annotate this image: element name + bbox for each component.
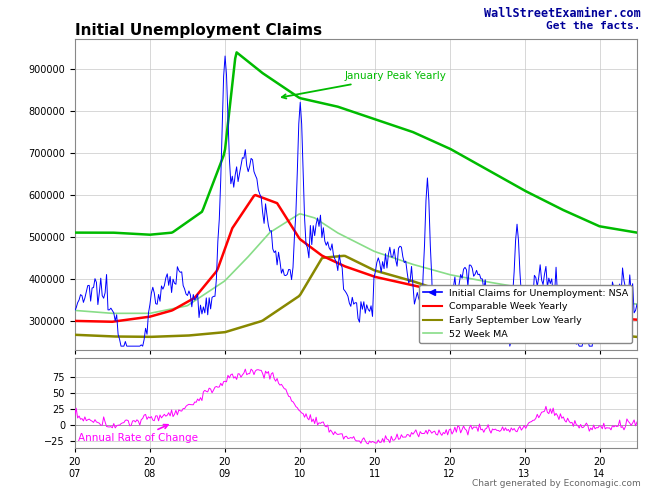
Text: Initial Unemployment Claims: Initial Unemployment Claims	[75, 23, 322, 38]
Text: WallStreetExaminer.com: WallStreetExaminer.com	[484, 7, 640, 21]
Text: Get the facts.: Get the facts.	[546, 21, 640, 30]
Text: Annual Rate of Change: Annual Rate of Change	[79, 425, 198, 443]
Legend: Initial Claims for Unemployment: NSA, Comparable Week Yearly, Early September Lo: Initial Claims for Unemployment: NSA, Co…	[419, 285, 632, 343]
Text: Chart generated by Economagic.com: Chart generated by Economagic.com	[471, 479, 640, 488]
Text: January Peak Yearly: January Peak Yearly	[282, 71, 447, 98]
